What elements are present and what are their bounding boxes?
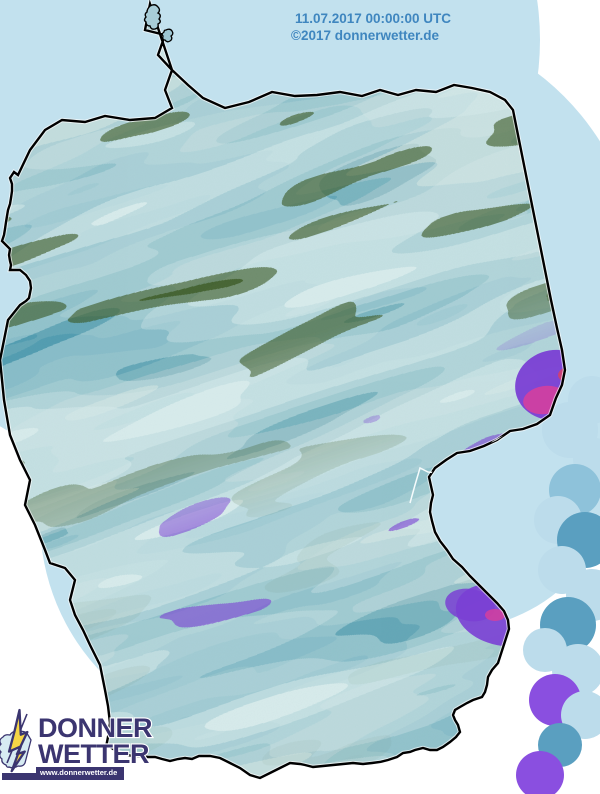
svg-text:WETTER: WETTER [38, 739, 149, 769]
svg-text:www.donnerwetter.de: www.donnerwetter.de [39, 768, 117, 777]
svg-text:11.07.2017 00:00:00 UTC: 11.07.2017 00:00:00 UTC [295, 11, 451, 26]
svg-text:©2017 donnerwetter.de: ©2017 donnerwetter.de [291, 28, 439, 43]
